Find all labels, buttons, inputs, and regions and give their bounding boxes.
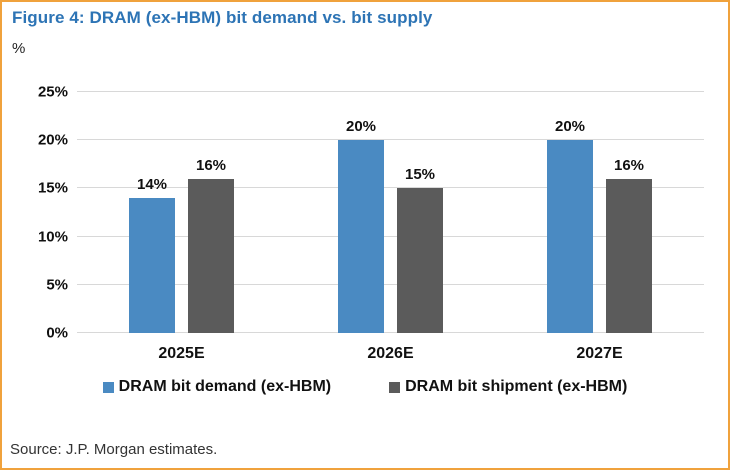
legend-item: DRAM bit shipment (ex-HBM) xyxy=(389,378,627,396)
bar-column: 16% xyxy=(606,157,652,333)
y-tick-label-5: 5% xyxy=(46,276,68,294)
bar-value-label: 14% xyxy=(136,176,168,193)
legend-swatch-icon xyxy=(389,381,401,393)
legend-item: DRAM bit demand (ex-HBM) xyxy=(102,378,332,396)
legend-swatch-icon xyxy=(102,381,114,393)
x-tick-label-2027E: 2027E xyxy=(576,345,623,362)
y-tick-label-15: 15% xyxy=(37,179,68,197)
bar-shipment-2025E xyxy=(188,179,234,333)
gridline-5 xyxy=(77,283,704,285)
bar-value-label: 15% xyxy=(404,166,436,183)
y-axis-unit-label: % xyxy=(12,40,26,57)
plot-area: 14% 16% 20% 15% 20% 16% xyxy=(77,91,704,333)
y-axis-labels: 0% 5% 10% 15% 20% 25% xyxy=(16,84,68,342)
bar-column: 20% xyxy=(547,118,593,333)
bar-group-2026E: 20% 15% xyxy=(338,118,443,333)
source-note: Source: J.P. Morgan estimates. xyxy=(10,441,218,458)
bar-value-label: 20% xyxy=(554,118,586,135)
y-tick-label-25: 25% xyxy=(37,83,68,101)
gridline-0 xyxy=(77,332,704,333)
bar-column: 14% xyxy=(129,176,175,333)
bar-column: 16% xyxy=(188,157,234,333)
y-tick-label-20: 20% xyxy=(37,131,68,149)
gridline-15 xyxy=(77,187,704,189)
gridline-10 xyxy=(77,235,704,237)
bar-shipment-2027E xyxy=(606,179,652,333)
bar-demand-2026E xyxy=(338,140,384,333)
bar-value-label: 20% xyxy=(345,118,377,135)
legend: DRAM bit demand (ex-HBM) DRAM bit shipmen… xyxy=(2,378,728,396)
bar-demand-2027E xyxy=(547,140,593,333)
bar-value-label: 16% xyxy=(195,157,227,174)
bar-column: 15% xyxy=(397,166,443,333)
y-tick-label-0: 0% xyxy=(46,324,68,342)
legend-label: DRAM bit shipment (ex-HBM) xyxy=(405,378,628,395)
bar-shipment-2026E xyxy=(397,188,443,333)
y-tick-label-10: 10% xyxy=(37,228,68,246)
bar-groups: 14% 16% 20% 15% 20% 16% xyxy=(77,92,704,333)
bar-column: 20% xyxy=(338,118,384,333)
gridline-25 xyxy=(77,91,704,92)
bar-group-2027E: 20% 16% xyxy=(547,118,652,333)
figure-title: Figure 4: DRAM (ex-HBM) bit demand vs. b… xyxy=(12,8,433,27)
bar-value-label: 16% xyxy=(613,157,645,174)
legend-label: DRAM bit demand (ex-HBM) xyxy=(118,378,332,395)
x-tick-label-2026E: 2026E xyxy=(367,345,414,362)
x-axis-labels: 2025E 2026E 2027E xyxy=(77,345,704,363)
bar-group-2025E: 14% 16% xyxy=(129,157,234,333)
x-tick-label-2025E: 2025E xyxy=(158,345,205,362)
gridline-20 xyxy=(77,139,704,141)
bar-demand-2025E xyxy=(129,198,175,333)
